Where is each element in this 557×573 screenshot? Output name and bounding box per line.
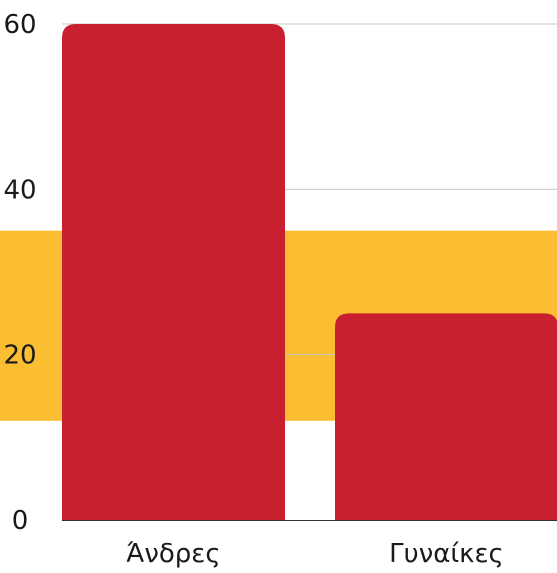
x-category-label-1: Άνδρες [126, 539, 220, 569]
y-tick-label-0: 0 [12, 506, 29, 536]
y-tick-label-20: 20 [3, 341, 36, 371]
x-category-label-2: Γυναίκες [389, 539, 504, 569]
y-axis-tick-labels: 0 20 40 60 [3, 10, 36, 536]
bar-1 [62, 24, 285, 520]
bars [62, 24, 557, 520]
y-tick-label-60: 60 [3, 10, 36, 40]
bar-2 [335, 313, 557, 520]
x-axis-category-labels: Άνδρες Γυναίκες [126, 539, 503, 569]
y-tick-label-40: 40 [3, 175, 36, 205]
